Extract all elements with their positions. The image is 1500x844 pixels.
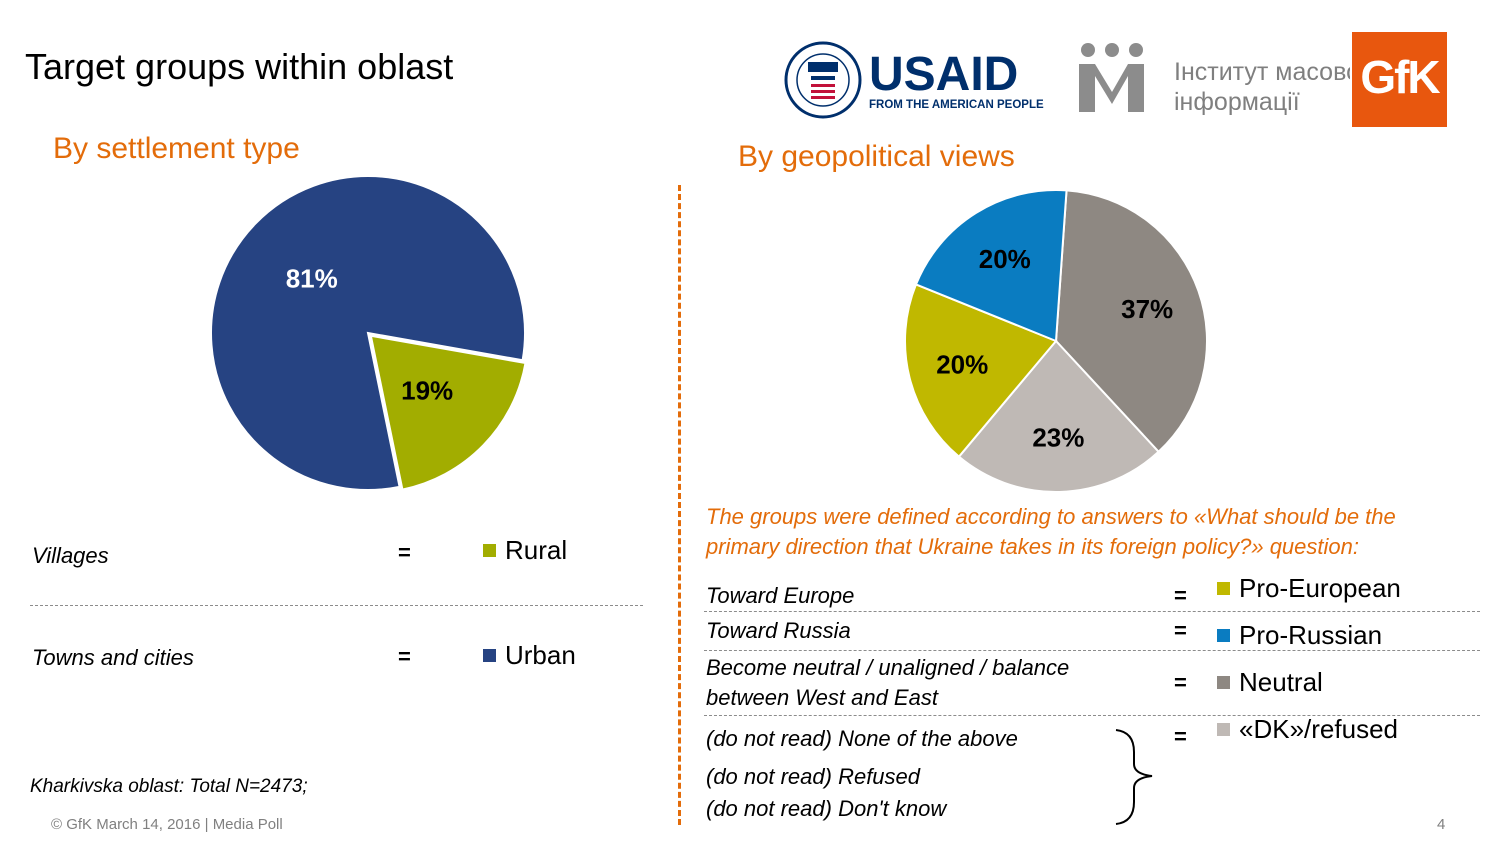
gfk-logo: GfK: [1352, 32, 1447, 127]
urban-label: Urban: [505, 640, 576, 670]
data-label: 20%: [936, 349, 988, 379]
equals-sign: =: [1174, 724, 1187, 749]
pro-european-label: Pro-European: [1239, 573, 1401, 603]
geopolitical-pie-chart: 37% 23% 20% 20%: [904, 189, 1208, 493]
geopolitical-subtitle: By geopolitical views: [738, 140, 1015, 173]
data-label: 37%: [1121, 294, 1173, 324]
row-divider: [704, 611, 1480, 612]
pie-slice-pro-russian: [914, 189, 1068, 343]
row-divider: [704, 715, 1480, 716]
svg-text:FROM THE AMERICAN PEOPLE: FROM THE AMERICAN PEOPLE: [869, 99, 1044, 111]
dk-refused-swatch: [1217, 723, 1230, 736]
settlement-subtitle: By settlement type: [53, 132, 300, 165]
dk-refused-legend: «DK»/refused: [1217, 714, 1398, 745]
rural-legend: Rural: [483, 535, 567, 566]
equals-sign: =: [1174, 618, 1187, 643]
data-label: 20%: [979, 244, 1031, 274]
neutral-legend: Neutral: [1217, 667, 1323, 698]
equals-sign: =: [398, 644, 411, 669]
pro-russian-legend: Pro-Russian: [1217, 620, 1382, 651]
pie-slice-urban: [210, 175, 526, 491]
equals-sign: =: [1174, 583, 1187, 608]
row-divider: [704, 650, 1480, 651]
section-divider: [678, 185, 681, 825]
pro-russian-swatch: [1217, 629, 1230, 642]
rural-label: Rural: [505, 535, 568, 565]
pro-russian-label: Pro-Russian: [1239, 620, 1383, 650]
neutral-label-line-1: Become neutral / unaligned / balance: [706, 655, 1070, 680]
svg-text:Інститут масової: Інститут масової: [1174, 58, 1350, 86]
towns-label: Towns and cities: [32, 645, 194, 670]
data-label: 81%: [286, 263, 338, 293]
curly-brace: [1115, 729, 1153, 825]
settlement-pie-chart: 19% 81%: [210, 175, 527, 491]
toward-russia-label: Toward Russia: [706, 618, 851, 643]
page-number: 4: [1437, 816, 1446, 833]
rural-swatch: [483, 544, 496, 557]
note-line-1: The groups were defined according to ans…: [706, 504, 1396, 529]
row-divider: [30, 605, 643, 606]
note-line-2: primary direction that Ukraine takes in …: [706, 534, 1359, 559]
pie-slice-dk-refused: [957, 339, 1161, 493]
dk-refused-label: «DK»/refused: [1239, 714, 1398, 744]
footer-copyright: © GfK March 14, 2016 | Media Poll: [51, 816, 283, 833]
refused-label: (do not read) Refused: [706, 764, 921, 789]
neutral-swatch: [1217, 676, 1230, 689]
svg-text:USAID: USAID: [869, 48, 1018, 101]
pie-slice-rural: [369, 334, 527, 491]
pie-slice-pro-european: [904, 283, 1058, 459]
none-of-above-label: (do not read) None of the above: [706, 726, 1018, 751]
urban-swatch: [483, 649, 496, 662]
data-label: 23%: [1032, 423, 1084, 453]
pro-european-swatch: [1217, 582, 1230, 595]
pro-european-legend: Pro-European: [1217, 573, 1401, 604]
definition-note: The groups were defined according to ans…: [706, 502, 1396, 562]
usaid-logo: USAID FROM THE AMERICAN PEOPLE: [783, 40, 1051, 120]
villages-label: Villages: [32, 543, 109, 568]
equals-sign: =: [1174, 670, 1187, 695]
dont-know-label: (do not read) Don't know: [706, 796, 947, 821]
toward-europe-label: Toward Europe: [706, 583, 855, 608]
urban-legend: Urban: [483, 640, 576, 671]
page-title: Target groups within oblast: [25, 46, 454, 87]
sample-footnote: Kharkivska oblast: Total N=2473;: [30, 776, 308, 797]
neutral-group-label: Neutral: [1239, 667, 1323, 697]
pie-slice-neutral: [1054, 189, 1208, 454]
data-label: 19%: [401, 376, 453, 406]
equals-sign: =: [398, 540, 411, 565]
imi-logo: Інститут масової інформації: [1070, 40, 1367, 120]
neutral-label-line-2: between West and East: [706, 685, 938, 710]
svg-text:інформації: інформації: [1174, 88, 1300, 116]
